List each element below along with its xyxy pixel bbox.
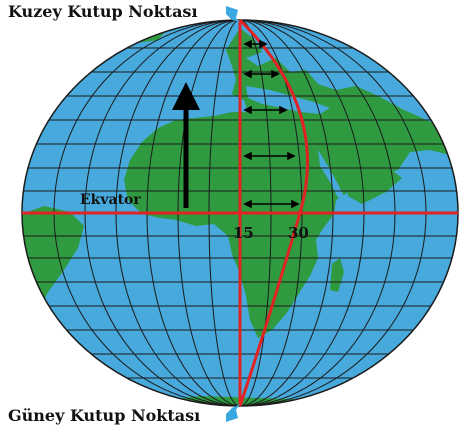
distance-arrows [243, 39, 300, 209]
south-pole-pointer-icon [226, 404, 240, 422]
south-pole-label: Güney Kutup Noktası [8, 406, 200, 425]
north-direction-arrow [172, 82, 200, 208]
equator-label: Ekvator [80, 192, 141, 208]
distance-arrow-3 [243, 105, 288, 115]
distance-arrow-4 [243, 151, 296, 161]
africa-europe-landmass [124, 28, 458, 338]
north-pole-pointer-icon [226, 6, 240, 22]
mediterranean-sea [246, 86, 330, 114]
madagascar [330, 258, 344, 292]
meridian-30-line [238, 18, 309, 407]
meridian-30-label: 30 [288, 224, 309, 242]
north-pole-label: Kuzey Kutup Noktası [8, 2, 198, 21]
meridian-15-label: 15 [233, 224, 254, 242]
distance-arrow-1 [243, 39, 268, 49]
distance-arrow-2 [243, 69, 280, 79]
distance-arrow-5 [243, 199, 300, 209]
